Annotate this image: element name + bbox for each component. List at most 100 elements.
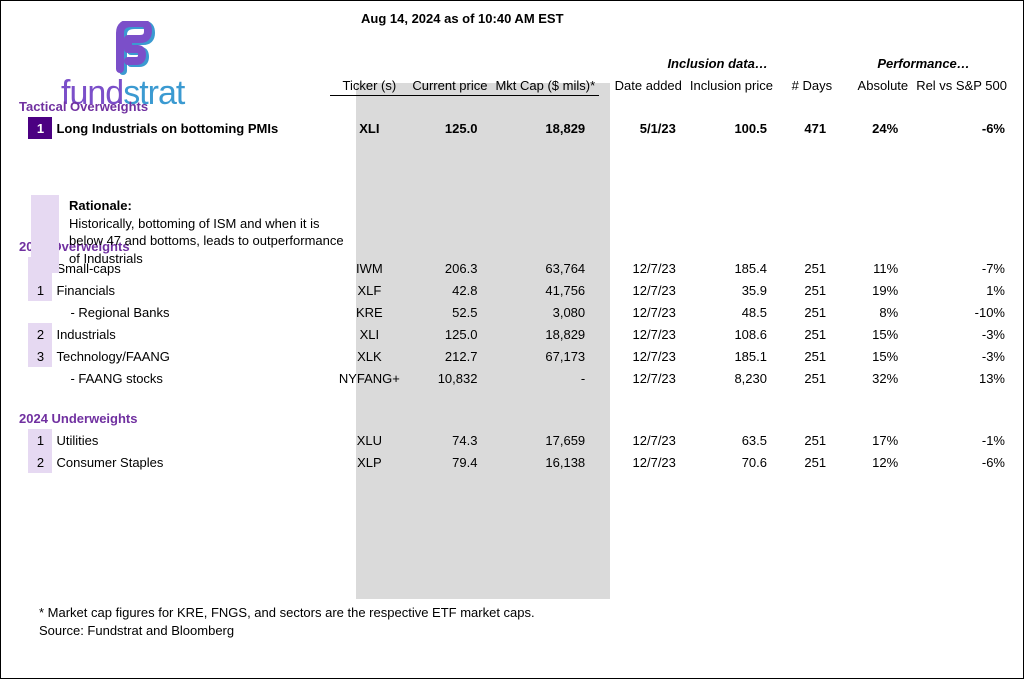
table-row: 2IndustrialsXLI125.018,82912/7/23108.625… bbox=[15, 323, 1011, 345]
rationale-sidebar bbox=[31, 195, 59, 273]
date-added-cell: 12/7/23 bbox=[599, 451, 686, 473]
pad-cell bbox=[15, 279, 28, 301]
section-title-tactical: Tactical Overweights bbox=[15, 95, 1011, 117]
super-header-row: Inclusion data… Performance… bbox=[15, 51, 1011, 73]
absolute-cell: 12% bbox=[836, 451, 912, 473]
price-cell: 212.7 bbox=[408, 345, 491, 367]
row-number-cell: 1 bbox=[28, 279, 52, 301]
pad-cell bbox=[15, 117, 28, 139]
footnote-source: Source: Fundstrat and Bloomberg bbox=[39, 622, 535, 640]
date-added-cell: 12/7/23 bbox=[599, 279, 686, 301]
row-name-cell: Consumer Staples bbox=[52, 451, 330, 473]
ticker-cell: XLF bbox=[330, 279, 408, 301]
mktcap-cell: 67,173 bbox=[491, 345, 599, 367]
row-number-cell bbox=[28, 367, 52, 389]
inclusion-price-cell: 108.6 bbox=[686, 323, 777, 345]
days-cell: 251 bbox=[777, 451, 836, 473]
pad-cell bbox=[15, 451, 28, 473]
inclusion-price-cell: 100.5 bbox=[686, 117, 777, 139]
table-row: 1Long Industrials on bottoming PMIsXLI12… bbox=[15, 117, 1011, 139]
rel-cell: -1% bbox=[912, 429, 1011, 451]
mktcap-cell: 63,764 bbox=[491, 257, 599, 279]
col-inclusion-price: Inclusion price bbox=[686, 73, 777, 95]
rel-cell: 1% bbox=[912, 279, 1011, 301]
footnote-mktcap: * Market cap figures for KRE, FNGS, and … bbox=[39, 604, 535, 622]
date-added-cell: 12/7/23 bbox=[599, 367, 686, 389]
absolute-cell: 17% bbox=[836, 429, 912, 451]
date-added-cell: 12/7/23 bbox=[599, 301, 686, 323]
pad-cell bbox=[15, 345, 28, 367]
report-date: Aug 14, 2024 as of 10:40 AM EST bbox=[361, 11, 564, 26]
mktcap-cell: 16,138 bbox=[491, 451, 599, 473]
date-added-cell: 12/7/23 bbox=[599, 345, 686, 367]
date-added-cell: 5/1/23 bbox=[599, 117, 686, 139]
col-mktcap: Mkt Cap ($ mils)* bbox=[491, 73, 599, 95]
date-added-cell: 12/7/23 bbox=[599, 323, 686, 345]
days-cell: 251 bbox=[777, 257, 836, 279]
mktcap-cell: 18,829 bbox=[491, 323, 599, 345]
pad-cell bbox=[15, 429, 28, 451]
rel-cell: -3% bbox=[912, 323, 1011, 345]
price-cell: 125.0 bbox=[408, 117, 491, 139]
pad-cell bbox=[15, 301, 28, 323]
row-name-cell: - FAANG stocks bbox=[52, 367, 330, 389]
absolute-cell: 11% bbox=[836, 257, 912, 279]
section-title-text: Tactical Overweights bbox=[15, 95, 1011, 117]
column-header-row: Ticker (s) Current price Mkt Cap ($ mils… bbox=[15, 73, 1011, 95]
row-name-cell: Financials bbox=[52, 279, 330, 301]
table-row: 1UtilitiesXLU74.317,65912/7/2363.525117%… bbox=[15, 429, 1011, 451]
days-cell: 251 bbox=[777, 279, 836, 301]
col-days: # Days bbox=[777, 73, 836, 95]
col-ticker: Ticker (s) bbox=[330, 73, 408, 95]
price-cell: 52.5 bbox=[408, 301, 491, 323]
row-name-cell: Long Industrials on bottoming PMIs bbox=[52, 117, 330, 139]
rationale-heading: Rationale: bbox=[69, 197, 355, 215]
table-row: - Regional BanksKRE52.53,08012/7/2348.52… bbox=[15, 301, 1011, 323]
inclusion-price-cell: 35.9 bbox=[686, 279, 777, 301]
mktcap-cell: 3,080 bbox=[491, 301, 599, 323]
row-name-cell: Technology/FAANG bbox=[52, 345, 330, 367]
absolute-cell: 15% bbox=[836, 345, 912, 367]
inclusion-price-cell: 185.4 bbox=[686, 257, 777, 279]
row-name-cell: - Regional Banks bbox=[52, 301, 330, 323]
absolute-cell: 32% bbox=[836, 367, 912, 389]
pad-cell bbox=[15, 323, 28, 345]
days-cell: 251 bbox=[777, 323, 836, 345]
ticker-cell: XLP bbox=[330, 451, 408, 473]
days-cell: 251 bbox=[777, 301, 836, 323]
ticker-cell: XLK bbox=[330, 345, 408, 367]
table-row: 2Consumer StaplesXLP79.416,13812/7/2370.… bbox=[15, 451, 1011, 473]
col-rel: Rel vs S&P 500 bbox=[912, 73, 1011, 95]
mktcap-cell: 17,659 bbox=[491, 429, 599, 451]
rel-cell: -10% bbox=[912, 301, 1011, 323]
row-number-cell: 1 bbox=[28, 117, 52, 139]
price-cell: 74.3 bbox=[408, 429, 491, 451]
rationale-text: Rationale: Historically, bottoming of IS… bbox=[59, 195, 361, 273]
inclusion-price-cell: 8,230 bbox=[686, 367, 777, 389]
row-number-cell: 2 bbox=[28, 323, 52, 345]
mktcap-cell: 18,829 bbox=[491, 117, 599, 139]
absolute-cell: 8% bbox=[836, 301, 912, 323]
spacer-row bbox=[15, 389, 1011, 407]
pad-cell bbox=[15, 257, 28, 279]
rel-cell: -6% bbox=[912, 451, 1011, 473]
inclusion-group-header: Inclusion data… bbox=[599, 51, 836, 73]
col-date-added: Date added bbox=[599, 73, 686, 95]
pad-cell bbox=[15, 367, 28, 389]
table-row: 1FinancialsXLF42.841,75612/7/2335.925119… bbox=[15, 279, 1011, 301]
col-absolute: Absolute bbox=[836, 73, 912, 95]
inclusion-price-cell: 63.5 bbox=[686, 429, 777, 451]
inclusion-price-cell: 185.1 bbox=[686, 345, 777, 367]
absolute-cell: 15% bbox=[836, 323, 912, 345]
absolute-cell: 19% bbox=[836, 279, 912, 301]
row-number-cell: 3 bbox=[28, 345, 52, 367]
rationale-block: Rationale: Historically, bottoming of IS… bbox=[31, 195, 361, 273]
section-title-underweights: 2024 Underweights bbox=[15, 407, 1011, 429]
ticker-cell: XLI bbox=[330, 117, 408, 139]
rel-cell: -3% bbox=[912, 345, 1011, 367]
price-cell: 10,832 bbox=[408, 367, 491, 389]
table-row: - FAANG stocksNYFANG+10,832-12/7/238,230… bbox=[15, 367, 1011, 389]
performance-group-header: Performance… bbox=[836, 51, 1011, 73]
report-page: Aug 14, 2024 as of 10:40 AM EST fundstra… bbox=[0, 0, 1024, 679]
row-number-cell bbox=[28, 301, 52, 323]
